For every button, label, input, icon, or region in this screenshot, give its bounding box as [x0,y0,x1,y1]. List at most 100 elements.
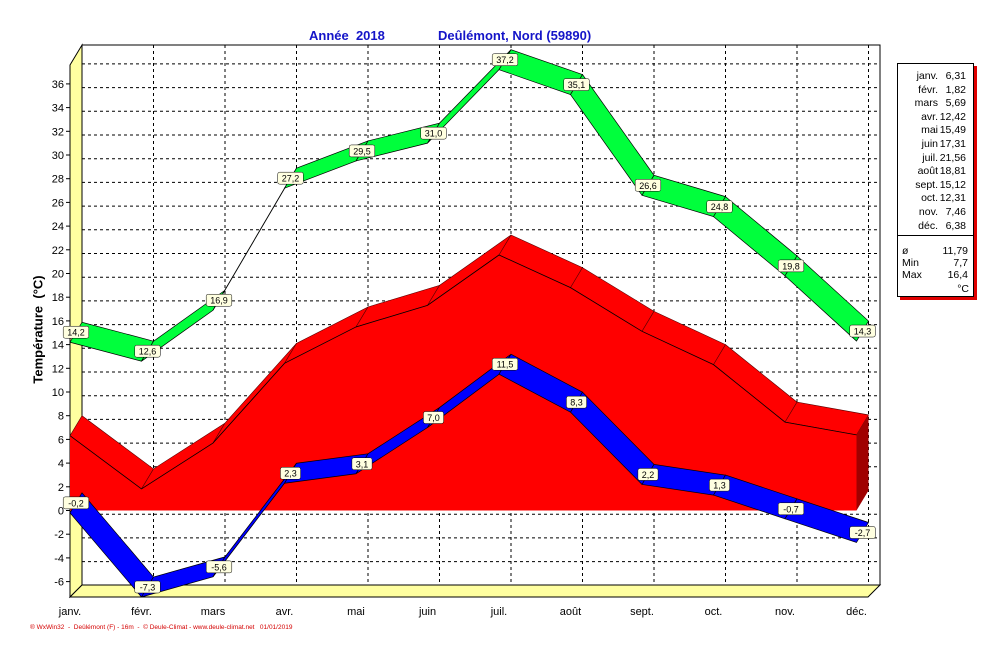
value-label: 14,3 [854,327,872,337]
avg-series [69,234,869,511]
legend-value: 6,38 [945,219,966,232]
floor [68,584,882,598]
y-tick-label: 28 [52,174,64,186]
value-labels: 14,2 12,6 16,9 27,2 29,5 31,0 37,2 35,1 26,6 24,8… [62,53,876,594]
y-tick-label: 26 [52,197,64,209]
value-label: -0,7 [783,504,799,514]
value-label: 29,5 [353,146,371,156]
value-label: -0,2 [68,498,84,508]
legend: janv. 6,31 févr. 1,82 mars 5,69 avr. 12,42 mai 15… [897,63,974,297]
x-axis: janv. févr. mars avr. mai juin juil. août sept. o… [58,606,867,618]
legend-value: 21,56 [939,151,966,164]
legend-stat: Max 16,4 [902,269,968,282]
x-tick-label: févr. [131,606,152,618]
value-label-bg [134,580,161,594]
avg-side [856,414,869,511]
legend-unit: °C [957,283,969,295]
x-tick-label: avr. [276,606,294,618]
chart-title-year: Année 2018 [309,28,385,43]
legend-stat: ø 11,79 [902,245,968,258]
legend-divider [898,235,973,236]
x-tick-label: janv. [58,606,81,618]
y-tick-label: -4 [54,553,64,565]
y-tick-label: 14 [52,340,64,352]
value-label-bg [777,502,805,516]
y-tick-label: 0 [58,506,64,518]
legend-stat-label: ø [902,245,909,257]
y-tick-label: 22 [52,245,64,257]
y-tick-label: -2 [54,529,64,541]
legend-month: oct. [921,192,938,205]
x-tick-label: août [560,606,581,618]
legend-month: janv. [916,70,938,82]
value-label-bg [134,344,161,358]
footer-credit: ® WxWin32 - Deûlémont (F) - 16m - © Deul… [30,624,293,631]
value-label-bg [423,411,444,424]
y-tick-label: 12 [52,363,64,375]
value-label: 2,2 [642,470,655,480]
legend-row: sept. 15,12 [898,179,970,192]
value-label-bg [777,259,805,273]
legend-row: janv. 6,31 [898,70,970,83]
value-label-bg [563,78,590,91]
legend-stat-value: 7,7 [953,257,968,269]
legend-stat: Min 7,7 [902,257,968,270]
value-label: 7,0 [427,413,440,423]
value-label: 1,3 [713,481,726,491]
value-label-bg [62,325,90,339]
x-tick-label: juil. [490,606,508,618]
value-label: 8,3 [570,398,583,408]
value-label-bg [277,171,304,185]
legend-month: août [917,165,938,178]
legend-row: juin 17,31 [898,138,970,151]
value-label-bg [420,126,447,140]
value-label: -7,3 [140,583,156,593]
value-label-bg [280,466,301,480]
legend-value: 12,42 [939,110,966,123]
legend-month: mars [914,97,938,110]
y-tick-label: 4 [58,458,64,470]
legend-row: mai 15,49 [898,124,970,137]
y-tick-label: 20 [52,269,64,281]
value-label-bg [491,53,519,66]
value-label-bg [849,324,876,338]
x-tick-label: juin [418,606,436,618]
value-label-bg [566,395,587,409]
avg-line [69,254,857,490]
legend-row: août 18,81 [898,165,970,178]
value-label-bg [709,478,730,492]
min-series [69,353,870,598]
value-label: 35,1 [568,80,586,90]
x-tick-label: nov. [775,606,795,618]
value-label: 3,1 [356,459,369,469]
value-label: 11,5 [497,360,514,370]
y-tick-label: 24 [52,221,64,233]
y-tick-label: 16 [52,316,64,328]
legend-month: avr. [921,110,938,123]
x-tick-label: déc. [846,606,867,618]
legend-row: oct. 12,31 [898,192,970,205]
legend-value: 5,69 [945,97,966,110]
value-label-bg [637,468,659,481]
y-tick-label: 8 [58,411,64,423]
value-label: 37,2 [496,55,514,65]
avg-area [70,255,857,511]
x-tick-label: mars [201,606,226,618]
value-label: 16,9 [210,296,228,306]
legend-row: févr. 1,82 [898,84,970,97]
value-label: 2,3 [284,469,297,479]
y-tick-label: -6 [54,577,64,589]
value-label: -5,6 [211,562,227,572]
value-label-bg [634,179,662,192]
y-axis-label: Température (°C) [30,275,46,384]
chart-title-place: Deûlémont, Nord (59890) [438,28,592,43]
legend-value: 15,12 [939,178,966,191]
legend-month: déc. [918,219,938,232]
legend-row: juil. 21,56 [898,152,970,165]
legend-month: juil. [922,151,938,164]
legend-month: févr. [918,83,938,96]
value-label-bg [348,144,376,158]
legend-value: 7,46 [945,206,966,218]
